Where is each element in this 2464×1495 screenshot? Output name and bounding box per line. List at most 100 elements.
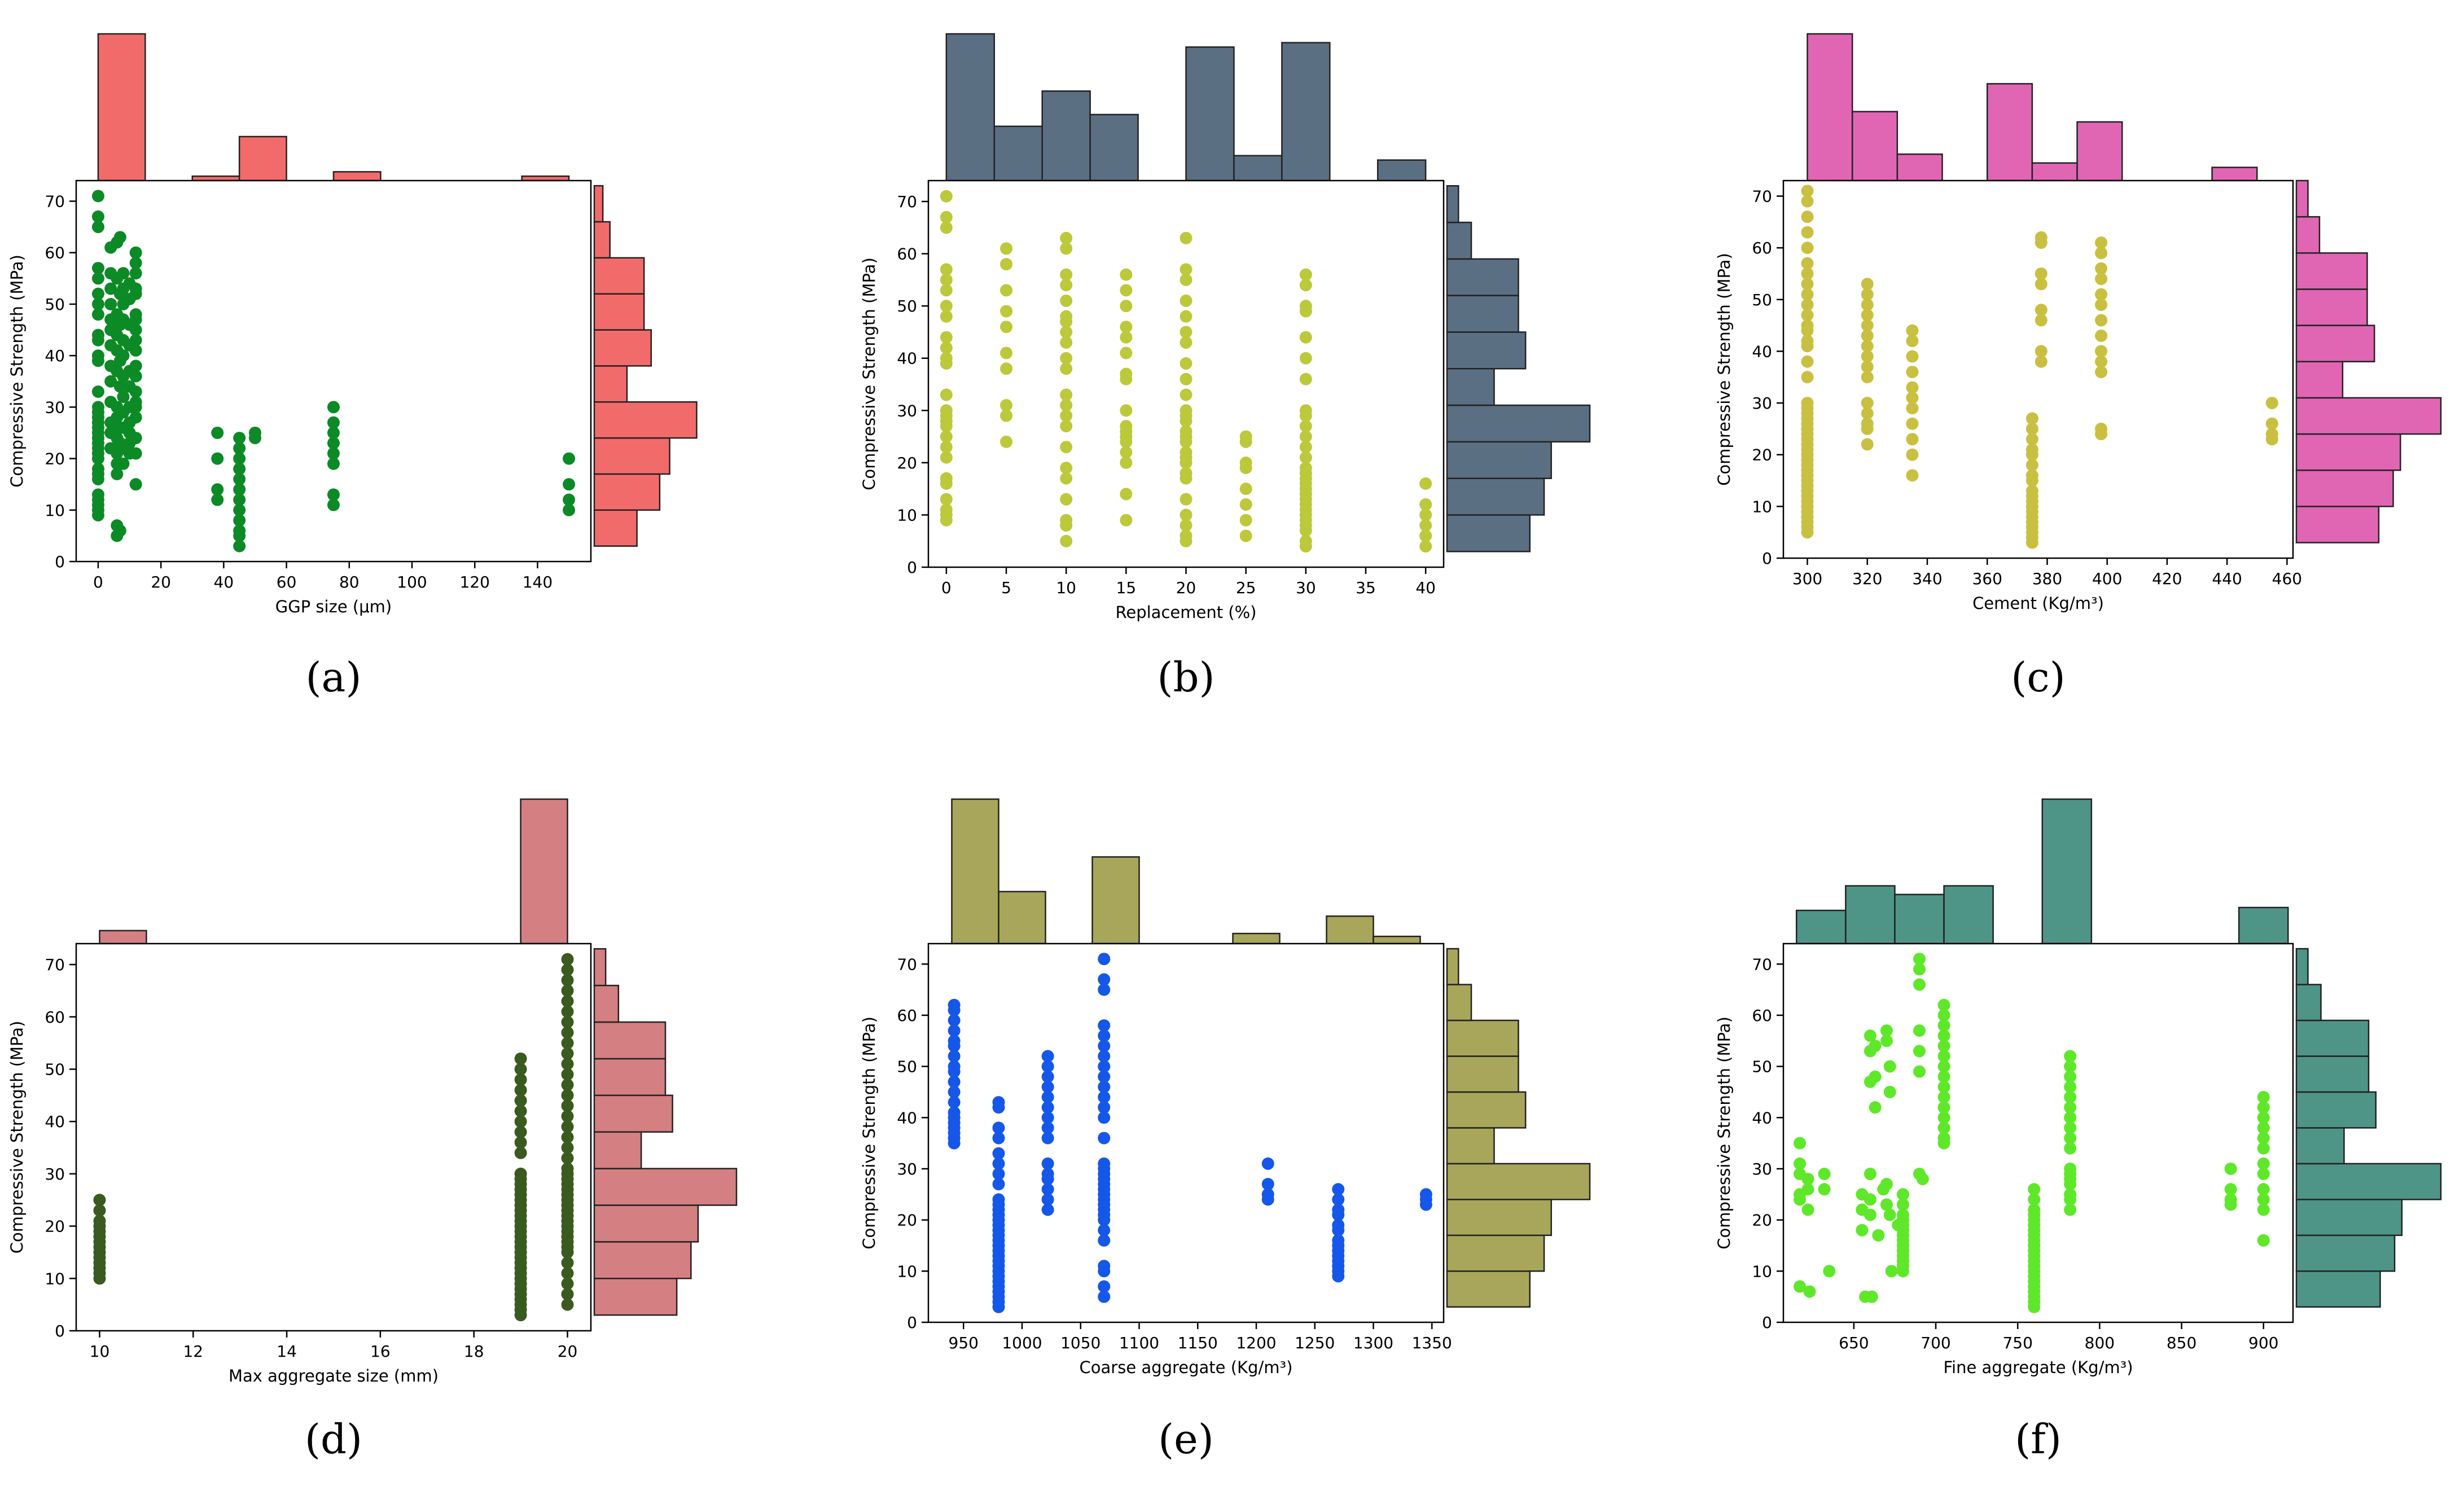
scatter-point xyxy=(1880,1198,1893,1211)
scatter-point xyxy=(233,452,246,465)
scatter-point xyxy=(1861,329,1874,342)
scatter-point xyxy=(1299,451,1312,464)
scatter-point xyxy=(1419,477,1432,490)
scatter-point xyxy=(948,1040,961,1053)
top-histogram-bar xyxy=(332,171,382,182)
scatter-point xyxy=(940,341,953,354)
scatter-point xyxy=(1239,483,1252,496)
y-tick-label: 20 xyxy=(45,450,65,468)
scatter-point xyxy=(561,1026,574,1039)
panel-tag: (b) xyxy=(1157,654,1215,701)
scatter-point xyxy=(2064,1178,2077,1191)
scatter-point xyxy=(327,488,340,501)
scatter-point xyxy=(211,493,224,506)
top-histogram-bar xyxy=(1376,159,1427,182)
scatter-point xyxy=(561,1005,574,1018)
scatter-point xyxy=(2035,345,2048,358)
scatter-point xyxy=(1098,1091,1111,1104)
scatter-point xyxy=(1299,430,1312,443)
top-histogram-bar xyxy=(99,930,147,945)
x-tick-label: 140 xyxy=(523,573,553,591)
scatter-point xyxy=(129,401,142,414)
scatter-point xyxy=(1060,409,1073,422)
scatter-point xyxy=(1794,1157,1807,1170)
scatter-point xyxy=(1913,1065,1926,1078)
scatter-point xyxy=(1180,273,1192,286)
scatter-point xyxy=(327,437,340,450)
x-tick-label: 1300 xyxy=(1353,1334,1393,1352)
scatter-point xyxy=(561,1256,574,1269)
scatter-point xyxy=(1041,1060,1054,1073)
scatter-point xyxy=(91,190,104,203)
scatter-point xyxy=(2064,1203,2077,1216)
side-histogram-bar xyxy=(1446,948,1459,985)
top-histogram-bar xyxy=(1894,893,1945,945)
scatter-point xyxy=(1239,435,1252,448)
scatter-point xyxy=(1239,514,1252,527)
scatter-point xyxy=(327,401,340,414)
y-tick-label: 40 xyxy=(45,1112,65,1131)
scatter-point xyxy=(1041,1101,1054,1114)
scatter-point xyxy=(104,282,117,295)
scatter-point xyxy=(2064,1101,2077,1114)
scatter-point xyxy=(2025,422,2038,435)
scatter-point xyxy=(91,308,104,321)
scatter-point xyxy=(2025,412,2038,425)
x-tick-label: 18 xyxy=(464,1342,484,1361)
y-tick-label: 20 xyxy=(1752,446,1772,464)
scatter-point xyxy=(1180,388,1192,401)
scatter-point xyxy=(2257,1183,2270,1196)
scatter-point xyxy=(948,1014,961,1027)
side-histogram-bar xyxy=(2295,1055,2370,1093)
scatter-point xyxy=(1120,268,1133,281)
scatter-point xyxy=(561,1141,574,1154)
scatter-point xyxy=(1299,441,1312,454)
y-tick-label: 70 xyxy=(1752,955,1772,974)
scatter-point xyxy=(561,1246,574,1259)
top-histogram-bar xyxy=(1041,90,1091,182)
scatter-point xyxy=(1180,231,1192,244)
scatter-point xyxy=(561,1047,574,1060)
scatter-point xyxy=(1120,435,1133,448)
scatter-point xyxy=(1000,284,1013,297)
top-histogram-bar xyxy=(1851,111,1899,182)
scatter-point xyxy=(1098,1290,1111,1303)
top-histogram-bar xyxy=(2211,166,2258,182)
side-histogram-bar xyxy=(1446,331,1527,370)
scatter-point xyxy=(327,447,340,460)
y-tick-label: 60 xyxy=(1752,239,1772,257)
x-axis-label: Fine aggregate (Kg/m³) xyxy=(1943,1358,2133,1377)
scatter-point xyxy=(2095,314,2108,327)
scatter-point xyxy=(2064,1111,2077,1124)
scatter-point xyxy=(514,1115,527,1128)
y-tick-label: 30 xyxy=(897,401,917,420)
scatter-point xyxy=(2224,1162,2237,1175)
scatter-point xyxy=(1937,1080,1950,1093)
scatter-point xyxy=(1060,462,1073,475)
scatter-point xyxy=(2064,1080,2077,1093)
chart-panel-6: 650 700 750 800 850 900 0 10 20 30 40 50 60 70 Fine ag… xyxy=(1715,798,2442,1463)
scatter-point xyxy=(1906,448,1919,461)
scatter-point xyxy=(117,267,130,280)
scatter-point xyxy=(1180,493,1192,506)
y-axis-label: Compressive Strength (MPa) xyxy=(860,1016,879,1250)
scatter-point xyxy=(233,442,246,455)
scatter-point xyxy=(514,1104,527,1117)
scatter-point xyxy=(1299,524,1312,537)
x-tick-label: 20 xyxy=(1176,578,1196,597)
top-histogram-bar xyxy=(951,798,999,945)
scatter-point xyxy=(514,1084,527,1097)
scatter-point xyxy=(1801,267,1814,280)
top-histogram-bar xyxy=(1373,935,1421,945)
scatter-point xyxy=(1869,1101,1882,1114)
scatter-point xyxy=(1419,540,1432,553)
side-histogram-bar xyxy=(1446,1055,1519,1093)
scatter-point xyxy=(2064,1121,2077,1134)
scatter-point xyxy=(514,1136,527,1149)
y-tick-label: 60 xyxy=(45,244,65,262)
x-tick-label: 340 xyxy=(1912,569,1942,588)
scatter-point xyxy=(327,498,340,511)
side-histogram-bar xyxy=(2295,506,2380,543)
side-histogram-bar xyxy=(593,948,607,987)
scatter-point xyxy=(2224,1183,2237,1196)
